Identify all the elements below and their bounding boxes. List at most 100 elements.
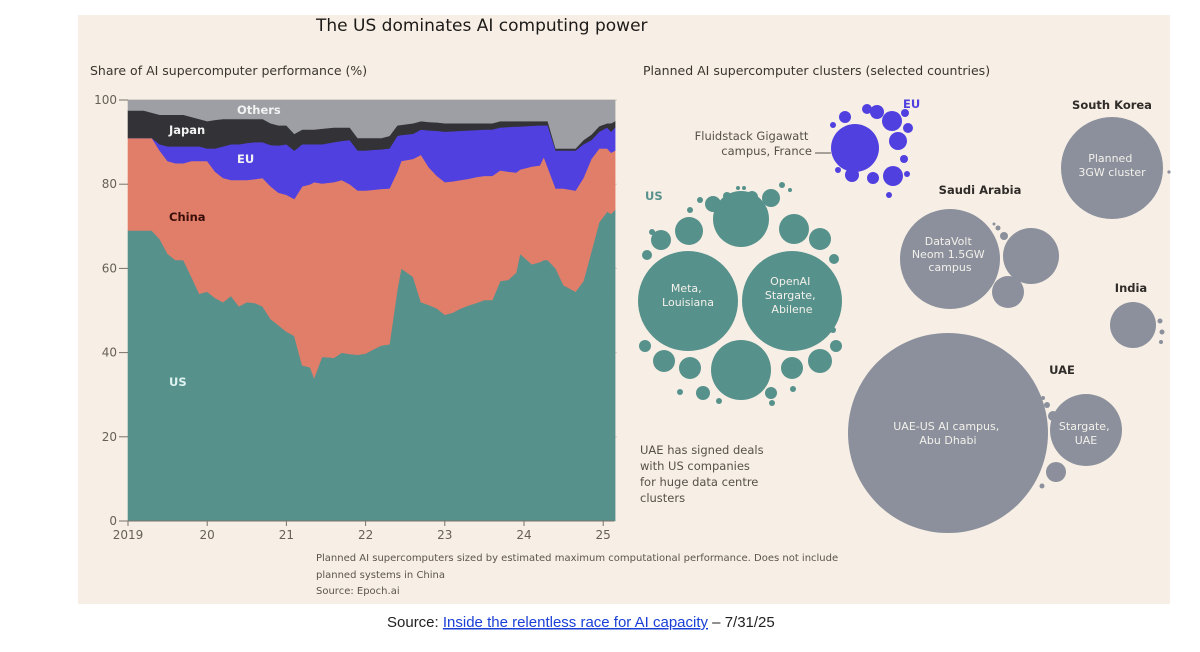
- footnote: Planned AI supercomputers sized by estim…: [316, 553, 841, 581]
- x-tick-label: 20: [200, 528, 215, 542]
- cluster-label-stargate-uae: Stargate, UAE: [1059, 420, 1113, 447]
- bubble-eu: [830, 122, 836, 128]
- bubble-us: [742, 186, 746, 190]
- bubble-us: [829, 254, 839, 264]
- bubble-us: [697, 197, 703, 203]
- bubble-eu: [901, 109, 909, 117]
- source-line: Source: Inside the relentless race for A…: [387, 614, 775, 631]
- bubble-us: [705, 196, 721, 212]
- bubble-eu: [870, 105, 884, 119]
- y-tick-label: 60: [102, 261, 117, 275]
- bubble-us: [723, 192, 731, 200]
- series-label-china: China: [169, 210, 206, 224]
- bubble-uae: [1044, 402, 1050, 408]
- bubble-us: [746, 191, 758, 203]
- bubble-us: [642, 250, 652, 260]
- bubble-eu: [835, 167, 841, 173]
- bubble-korea: [1167, 170, 1171, 174]
- x-tick-label: 24: [516, 528, 531, 542]
- x-tick-label: 21: [279, 528, 294, 542]
- bubble-us: [675, 217, 703, 245]
- article-link[interactable]: Inside the relentless race for AI capaci…: [443, 614, 709, 631]
- group-label-south-korea: South Korea: [1072, 98, 1152, 112]
- x-axis: 2019 20 21 22 23 24 25: [113, 520, 614, 542]
- bubble-eu: [882, 111, 902, 131]
- x-tick-label: 22: [358, 528, 373, 542]
- bubble-us: [830, 340, 842, 352]
- bubble-us: [716, 398, 722, 404]
- bubble-uae-us-campus: [848, 333, 1048, 533]
- bubble-eu: [883, 166, 903, 186]
- x-tick-label: 2019: [113, 528, 144, 542]
- bubble-uae: [1039, 483, 1045, 489]
- bubble-us: [639, 340, 651, 352]
- bubble-us: [653, 350, 675, 372]
- bubble-saudi: [992, 222, 996, 226]
- bubble-us: [779, 214, 809, 244]
- bubble-eu: [845, 168, 859, 182]
- bubble-uae-stargate: [1050, 394, 1122, 466]
- area-others: [127, 99, 616, 149]
- bubble-india: [1159, 329, 1165, 335]
- bubble-us: [765, 387, 777, 399]
- bubble-us: [677, 389, 683, 395]
- bubble-us: [809, 228, 831, 250]
- bubble-india: [1110, 302, 1156, 348]
- cluster-label-uae-us: UAE-US AI campus, Abu Dhabi: [893, 420, 1002, 447]
- group-label-saudi-arabia: Saudi Arabia: [939, 183, 1022, 197]
- bubble-us: [642, 317, 648, 323]
- bubble-us: [679, 357, 701, 379]
- cluster-label-openai: OpenAI Stargate, Abilene: [765, 275, 819, 316]
- y-tick-label: 0: [109, 514, 117, 528]
- cluster-label-meta: Meta, Louisiana: [662, 282, 714, 309]
- series-label-eu: EU: [237, 152, 254, 166]
- bubble-saudi: [992, 276, 1024, 308]
- y-tick-label: 80: [102, 177, 117, 191]
- y-tick-label: 40: [102, 346, 117, 360]
- uae-annotation: UAE has signed deals with US companies f…: [640, 443, 767, 505]
- series-label-others: Others: [237, 103, 281, 117]
- bubble-eu-fluidstack: [831, 124, 879, 172]
- bubble-us: [788, 188, 792, 192]
- bubble-india: [1157, 318, 1163, 324]
- bubble-saudi: [1003, 228, 1059, 284]
- bubble-us: [830, 327, 836, 333]
- bubble-us: [713, 191, 769, 247]
- bubble-eu: [867, 172, 879, 184]
- bubble-korea-3gw: [1061, 117, 1163, 219]
- cluster-label-fluidstack: Fluidstack Gigawatt campus, France: [695, 129, 812, 158]
- bubble-uae: [1041, 396, 1045, 400]
- x-tick-label: 23: [437, 528, 452, 542]
- bubbles: [638, 104, 1171, 533]
- bubble-us-meta: [638, 251, 738, 351]
- bubble-us: [779, 182, 785, 188]
- y-axis: 0 20 40 60 80 100: [94, 93, 128, 528]
- bubble-saudi-datavolt: [900, 209, 1000, 309]
- series-label-japan: Japan: [168, 123, 205, 137]
- source-epoch: Source: Epoch.ai: [316, 586, 400, 597]
- cluster-label-korea-3gw: Planned 3GW cluster: [1078, 152, 1146, 179]
- cluster-label-datavolt: DataVolt Neom 1.5GW campus: [912, 235, 988, 274]
- bubble-eu: [900, 155, 908, 163]
- bubble-us: [790, 386, 796, 392]
- bubble-us: [781, 357, 803, 379]
- x-tick-label: 25: [596, 528, 611, 542]
- bubble-us: [711, 340, 771, 400]
- group-label-uae: UAE: [1049, 363, 1075, 377]
- bubble-eu: [862, 104, 872, 114]
- area-chart-title: Share of AI supercomputer performance (%…: [90, 63, 367, 78]
- bubble-saudi: [995, 225, 1001, 231]
- bubble-us: [687, 207, 693, 213]
- bubble-us: [762, 189, 780, 207]
- bubble-us: [736, 186, 740, 190]
- bubble-eu: [903, 123, 913, 133]
- bubble-us: [651, 230, 671, 250]
- y-tick-label: 100: [94, 93, 117, 107]
- bubble-us-openai: [742, 251, 842, 351]
- bubble-eu: [886, 192, 892, 198]
- bubble-india: [1159, 340, 1163, 344]
- bubble-eu: [839, 111, 851, 123]
- bubble-chart-title: Planned AI supercomputer clusters (selec…: [643, 63, 990, 78]
- bubble-eu: [889, 132, 907, 150]
